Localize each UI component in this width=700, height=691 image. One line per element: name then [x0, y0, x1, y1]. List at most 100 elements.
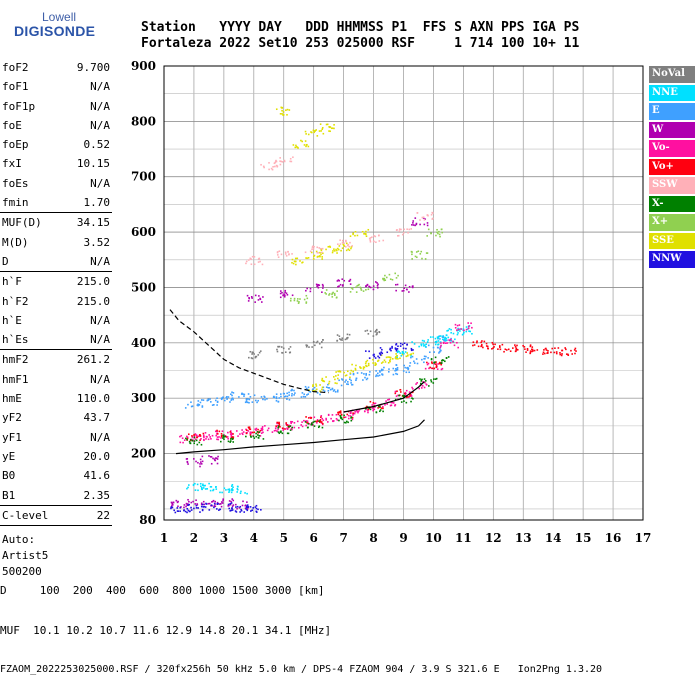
data-point: [325, 248, 327, 251]
data-point: [285, 422, 288, 424]
data-point: [463, 331, 465, 334]
data-point: [397, 274, 399, 277]
x-tick-label: 1: [160, 531, 168, 545]
data-point: [362, 379, 364, 381]
data-point: [246, 509, 249, 512]
data-point: [208, 482, 210, 485]
data-point: [299, 298, 301, 300]
data-point: [260, 508, 262, 511]
data-point: [444, 336, 447, 339]
data-point: [365, 360, 367, 363]
data-point: [377, 405, 380, 408]
data-point: [426, 235, 428, 237]
data-point: [357, 284, 359, 287]
param-name: foF2: [2, 61, 29, 74]
data-point: [325, 417, 327, 420]
data-point: [329, 126, 332, 128]
data-point: [177, 510, 179, 512]
data-point: [205, 503, 208, 505]
param-value: 34.15: [76, 216, 110, 230]
data-point: [354, 230, 357, 233]
data-point: [251, 255, 254, 258]
data-point: [394, 357, 397, 359]
data-point: [349, 372, 352, 374]
data-point: [438, 230, 440, 233]
data-point: [320, 415, 323, 417]
x-tick-label: 13: [515, 531, 532, 545]
data-point: [208, 509, 211, 511]
data-point: [365, 374, 367, 376]
data-point: [283, 395, 286, 398]
data-point: [351, 383, 353, 386]
data-point: [316, 340, 319, 343]
data-point: [293, 394, 295, 396]
data-point: [286, 108, 289, 111]
param-separator: [0, 212, 112, 214]
data-point: [403, 228, 406, 231]
data-point: [337, 243, 339, 246]
data-point: [351, 416, 354, 419]
data-point: [277, 426, 280, 429]
data-point: [438, 362, 441, 365]
data-point: [426, 361, 428, 364]
data-point: [188, 440, 191, 443]
data-point: [199, 465, 201, 468]
data-point: [407, 231, 409, 234]
data-point: [373, 240, 375, 243]
data-point: [225, 436, 228, 438]
data-point: [294, 260, 297, 263]
data-point: [372, 285, 375, 287]
data-point: [352, 232, 354, 235]
data-point: [347, 248, 350, 250]
data-point: [369, 240, 372, 243]
data-point: [215, 457, 218, 460]
data-point: [324, 292, 326, 294]
data-point: [346, 383, 348, 385]
param-name: D: [2, 254, 9, 268]
data-point: [347, 383, 349, 386]
data-point: [291, 394, 293, 397]
data-point: [338, 419, 340, 422]
data-point: [328, 294, 330, 296]
data-point: [196, 436, 198, 439]
data-point: [427, 339, 429, 341]
data-point: [394, 347, 397, 349]
data-point: [294, 146, 297, 149]
data-point: [321, 128, 324, 131]
data-point: [435, 364, 438, 367]
data-point: [246, 506, 248, 509]
data-point: [187, 463, 189, 465]
data-point: [341, 278, 344, 280]
data-point: [515, 350, 517, 352]
data-point: [351, 288, 354, 290]
data-point: [315, 341, 318, 344]
data-point: [208, 434, 210, 436]
data-point: [307, 423, 310, 425]
data-point: [554, 347, 556, 350]
data-point: [312, 258, 315, 260]
data-point: [247, 426, 250, 429]
y-tick-label: 80: [139, 513, 156, 527]
data-point: [347, 336, 349, 339]
data-point: [317, 283, 320, 286]
data-point: [200, 502, 203, 505]
data-point: [452, 332, 455, 335]
param-value: 9.700: [76, 61, 110, 74]
data-point: [376, 331, 378, 334]
data-point: [385, 400, 387, 402]
data-point: [228, 488, 231, 490]
data-point: [211, 500, 214, 503]
data-point: [429, 366, 431, 369]
data-point: [341, 241, 344, 244]
data-point: [546, 352, 548, 355]
data-point: [241, 433, 244, 436]
data-point: [327, 383, 329, 386]
data-point: [200, 399, 203, 401]
data-point: [307, 386, 310, 389]
data-point: [315, 129, 317, 131]
y-tick-label: 600: [131, 225, 156, 239]
data-point: [400, 401, 403, 403]
data-point: [279, 160, 281, 162]
data-point: [291, 388, 293, 391]
data-point: [390, 404, 393, 407]
